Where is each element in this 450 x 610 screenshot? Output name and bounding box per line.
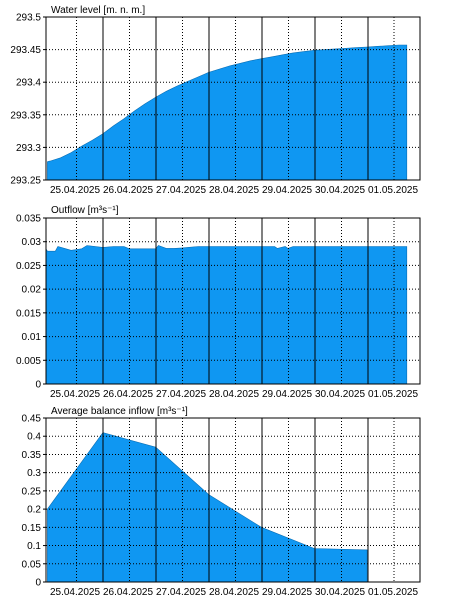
x-tick-label: 01.05.2025 [368, 185, 418, 196]
chart-title: Water level [m. n. m.] [51, 5, 145, 16]
x-tick-label: 01.05.2025 [368, 587, 418, 598]
y-tick-label: 0 [35, 578, 41, 589]
y-tick-label: 0 [35, 380, 41, 391]
y-tick-label: 0.45 [22, 414, 42, 425]
y-tick-label: 0.25 [22, 486, 42, 497]
y-tick-label: 0.015 [16, 308, 41, 319]
x-tick-label: 28.04.2025 [209, 587, 259, 598]
y-tick-label: 293.5 [16, 13, 41, 24]
y-tick-label: 0.15 [22, 523, 42, 534]
chart-title: Average balance inflow [m³s⁻¹] [51, 406, 188, 417]
y-tick-label: 0.005 [16, 356, 41, 367]
x-tick-label: 30.04.2025 [315, 389, 365, 400]
x-tick-label: 30.04.2025 [315, 587, 365, 598]
y-tick-label: 0.2 [27, 505, 41, 516]
x-tick-label: 27.04.2025 [156, 185, 206, 196]
plot-border [45, 417, 421, 583]
x-tick-label: 28.04.2025 [209, 389, 259, 400]
chart-panel-3: 0 0.05 0.1 0.15 0.2 0.25 0.3 0.35 0.4 0.45 25.04.2… [22, 406, 421, 598]
y-tick-label: 0.1 [27, 541, 41, 552]
chart-panel-2: 0 0.005 0.01 0.015 0.02 0.025 0.03 0.035 25.04.2… [16, 205, 421, 400]
x-tick-label: 01.05.2025 [368, 389, 418, 400]
x-tick-label: 26.04.2025 [103, 185, 153, 196]
y-tick-label: 293.45 [10, 45, 41, 56]
series-area [47, 44, 408, 181]
x-tick-label: 25.04.2025 [50, 587, 100, 598]
y-tick-label: 0.025 [16, 261, 41, 272]
plot-border [45, 217, 421, 385]
y-tick-label: 293.35 [10, 110, 41, 121]
y-tick-label: 0.035 [16, 214, 41, 225]
x-tick-label: 26.04.2025 [103, 587, 153, 598]
x-tick-label: 27.04.2025 [156, 587, 206, 598]
chart-title: Outflow [m³s⁻¹] [51, 205, 119, 216]
y-tick-label: 0.05 [22, 559, 42, 570]
y-tick-label: 0.3 [27, 468, 41, 479]
y-tick-label: 0.02 [22, 285, 42, 296]
y-tick-label: 0.4 [27, 432, 41, 443]
y-tick-label: 0.35 [22, 450, 42, 461]
series-area [45, 245, 408, 385]
y-tick-label: 0.03 [22, 237, 42, 248]
x-tick-label: 29.04.2025 [262, 185, 312, 196]
x-tick-label: 30.04.2025 [315, 185, 365, 196]
x-tick-label: 27.04.2025 [156, 389, 206, 400]
y-tick-label: 293.4 [16, 78, 41, 89]
x-tick-label: 25.04.2025 [50, 389, 100, 400]
x-tick-label: 28.04.2025 [209, 185, 259, 196]
x-tick-label: 29.04.2025 [262, 389, 312, 400]
x-tick-label: 26.04.2025 [103, 389, 153, 400]
x-tick-label: 29.04.2025 [262, 587, 312, 598]
x-tick-label: 25.04.2025 [50, 185, 100, 196]
y-tick-label: 0.01 [22, 332, 42, 343]
y-tick-label: 293.3 [16, 143, 41, 154]
y-tick-label: 293.25 [10, 176, 41, 187]
plot-border [45, 16, 421, 181]
chart-panel-1: 293.25 293.3 293.35 293.4 293.45 293.5 25.04.2… [10, 5, 421, 196]
